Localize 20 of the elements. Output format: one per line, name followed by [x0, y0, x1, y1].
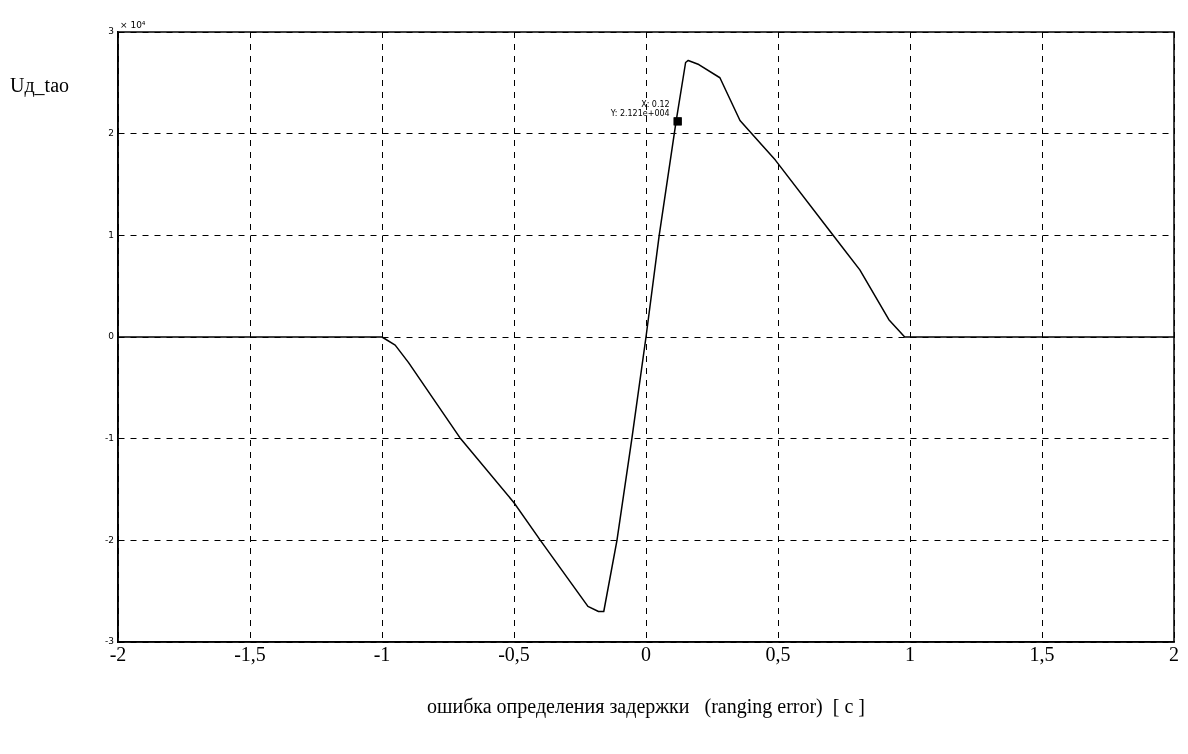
y-tick-label: -1: [105, 433, 114, 444]
annotation: Y: 2.121e+004: [609, 109, 670, 119]
y-tick-label: -3: [105, 636, 114, 647]
x-tick-label: 2: [1169, 643, 1179, 666]
x-tick-label: -1,5: [234, 643, 266, 666]
x-tick-label: 1,5: [1029, 643, 1055, 666]
x-tick-label: 1: [905, 643, 915, 666]
x-tick-label: 0: [641, 643, 651, 666]
y-axis-title: Uд_tao: [10, 74, 70, 98]
y-tick-label: -2: [105, 534, 114, 545]
x-tick-label: -1: [373, 643, 391, 666]
annotation: X: 0.12: [641, 100, 670, 110]
text: × 10⁴: [120, 19, 146, 30]
x-tick-label: 0,5: [765, 643, 791, 666]
y-tick-label: 1: [108, 229, 114, 240]
y-tick-label: 3: [108, 26, 114, 37]
y-tick-label: 0: [108, 331, 115, 342]
x-axis-title: ошибка определения задержки (ranging error) [ c ]: [427, 695, 865, 719]
x-tick-label: -0,5: [498, 643, 530, 666]
y-tick-label: 2: [108, 128, 114, 139]
